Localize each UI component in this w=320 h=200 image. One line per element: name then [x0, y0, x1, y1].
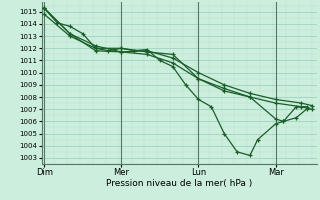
- X-axis label: Pression niveau de la mer( hPa ): Pression niveau de la mer( hPa ): [106, 179, 252, 188]
